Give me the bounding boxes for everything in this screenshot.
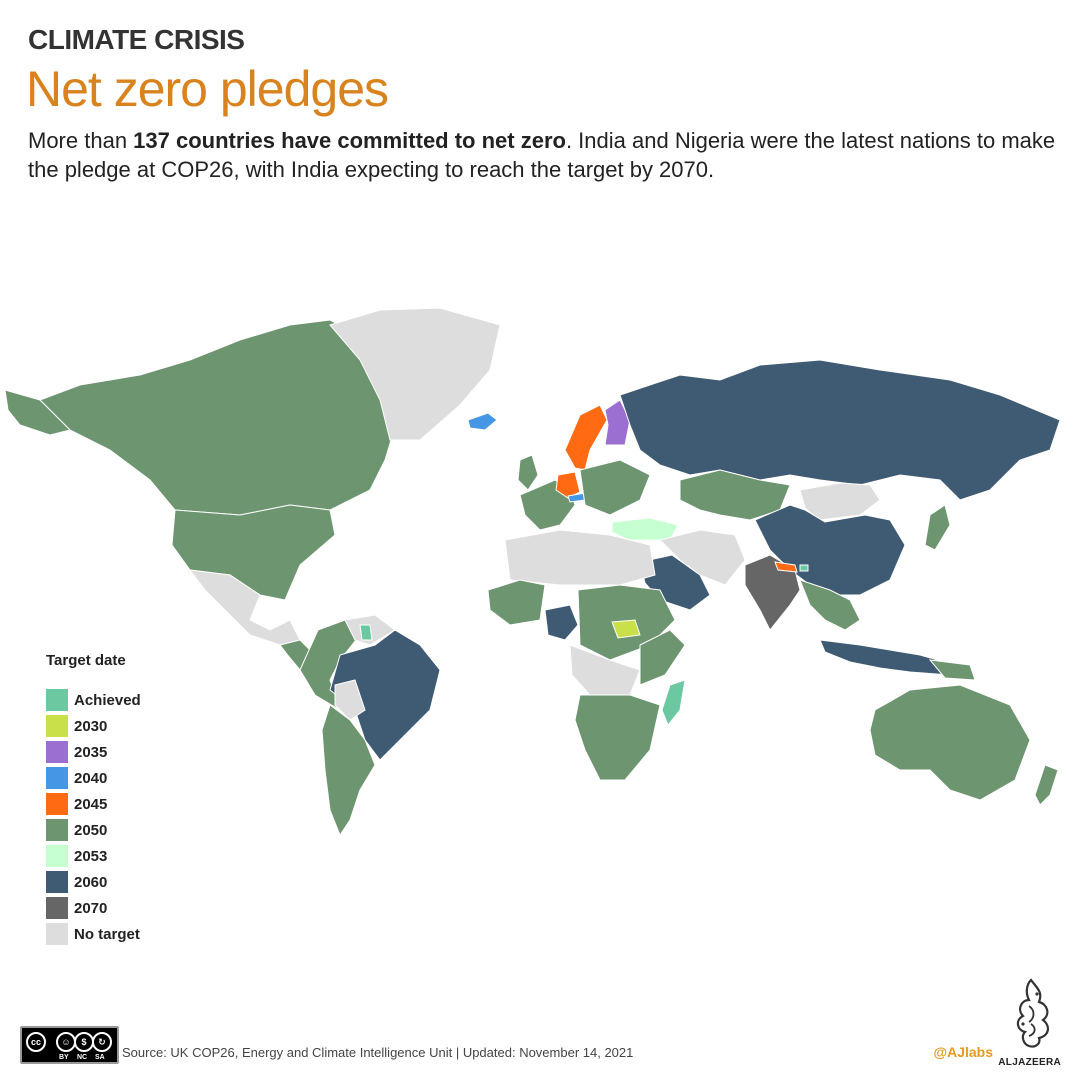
region-suriname [359,624,373,641]
region-turkey [611,517,679,541]
region-kazakhstan [679,469,791,521]
legend-item: 2060 [46,869,141,895]
world-map [0,300,1081,860]
legend-item: 2070 [46,895,141,921]
aljazeera-logo-icon [1016,978,1049,1048]
region-greenland [329,307,501,441]
region-alaska [4,389,71,436]
legend-label: 2070 [74,899,108,917]
region-canada [39,319,401,516]
legend-swatch [46,767,68,789]
sa-icon: ↻ [92,1032,112,1052]
region-eastern-europe [579,459,651,516]
legend-swatch [46,923,68,945]
page-title: Net zero pledges [26,61,389,117]
region-nigeria [544,604,579,641]
legend-label: 2035 [74,743,108,761]
region-argentina-chile [321,704,376,837]
region-bhutan [799,564,809,572]
legend-label: 2050 [74,821,108,839]
legend-swatch [46,689,68,711]
creative-commons-badge[interactable]: cc ☺ $ ↻ BY NC SA [20,1026,119,1064]
legend-item: 2053 [46,843,141,869]
region-united-states [171,504,336,601]
cc-icon: cc [26,1032,46,1052]
legend-swatch [46,819,68,841]
legend-item: 2030 [46,713,141,739]
region-japan [924,504,951,551]
source-line: Source: UK COP26, Energy and Climate Int… [122,1045,634,1060]
subtitle-post: . India and Nigeria were the latest nati… [28,128,1056,182]
ajlabs-handle[interactable]: @AJlabs [933,1044,993,1060]
cc-by-label: BY [59,1054,69,1061]
legend-label: 2060 [74,873,108,891]
legend-item: 2035 [46,739,141,765]
region-russia [619,359,1061,501]
region-india [744,554,801,631]
legend-label: 2045 [74,795,108,813]
region-south-sudan [611,619,641,639]
legend-item: No target [46,921,141,947]
region-southeast-asia [799,579,861,631]
legend-swatch [46,793,68,815]
cc-nc-label: NC [77,1054,88,1061]
by-icon: ☺ [56,1032,76,1052]
region-papua [928,659,976,681]
cc-sa-label: SA [95,1054,105,1061]
legend-label: 2040 [74,769,108,787]
region-new-zealand [1034,764,1059,806]
region-madagascar [661,679,686,726]
subtitle-bold: 137 countries have committed to net zero [133,128,566,153]
region-nepal [774,561,798,573]
legend-label: 2053 [74,847,108,865]
legend: Target date Achieved 2030 2035 2040 2045… [46,652,141,947]
legend-label: No target [74,925,140,943]
region-mongolia [799,482,881,521]
legend-item: 2040 [46,765,141,791]
region-east-africa [639,629,686,686]
footer: cc ☺ $ ↻ BY NC SA Source: UK COP26, Ener… [20,978,1061,1070]
subtitle: More than 137 countries have committed t… [28,126,1058,184]
aljazeera-wordmark: ALJAZEERA [998,1057,1061,1068]
legend-swatch [46,741,68,763]
region-southern-africa [574,694,661,781]
region-mexico [188,569,301,646]
legend-title: Target date [46,652,126,669]
region-iceland [467,412,498,431]
region-sweden-norway [564,404,608,471]
legend-label: Achieved [74,691,141,709]
legend-label: 2030 [74,717,108,735]
region-indonesia [819,639,956,676]
region-bolivia [334,679,366,721]
legend-item: Achieved [46,687,141,713]
legend-swatch [46,845,68,867]
legend-swatch [46,715,68,737]
legend-item: 2045 [46,791,141,817]
legend-item: 2050 [46,817,141,843]
subtitle-pre: More than [28,128,134,153]
region-australia [869,684,1031,801]
region-uk [517,454,539,491]
region-finland [604,399,631,446]
kicker: CLIMATE CRISIS [28,24,245,55]
nc-icon: $ [74,1032,94,1052]
legend-swatch [46,871,68,893]
region-west-africa [487,579,546,626]
legend-swatch [46,897,68,919]
